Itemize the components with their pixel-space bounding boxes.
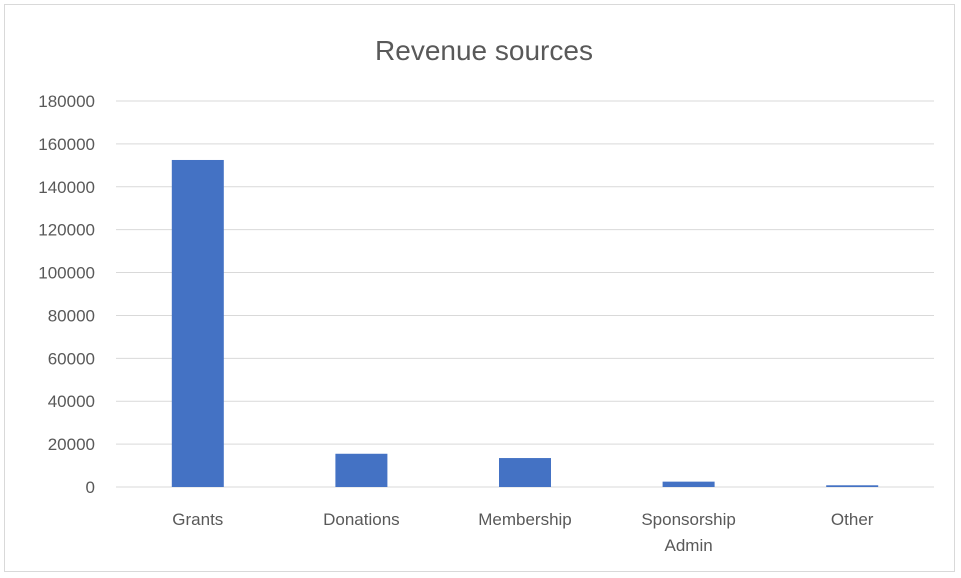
x-category-label: Membership <box>478 510 572 529</box>
y-tick-label: 60000 <box>48 349 95 368</box>
x-axis-category-labels: Grants Donations Membership Sponsorship Admi… <box>172 510 874 555</box>
bar <box>171 159 224 487</box>
y-tick-label: 20000 <box>48 435 95 454</box>
y-tick-label: 40000 <box>48 392 95 411</box>
y-tick-label: 100000 <box>38 264 95 283</box>
x-category-label: Donations <box>323 510 400 529</box>
y-tick-label: 0 <box>86 478 95 497</box>
y-tick-label: 80000 <box>48 306 95 325</box>
x-category-label: Sponsorship Admin <box>641 510 736 555</box>
y-tick-label: 140000 <box>38 178 95 197</box>
chart-title: Revenue sources <box>375 35 593 66</box>
x-category-label: Grants <box>172 510 223 529</box>
bar <box>335 453 388 487</box>
y-tick-label: 180000 <box>38 92 95 111</box>
bars <box>171 159 879 487</box>
gridlines <box>116 100 934 488</box>
y-tick-label: 120000 <box>38 221 95 240</box>
y-tick-label: 160000 <box>38 135 95 154</box>
bar <box>662 481 715 487</box>
y-axis-tick-labels: 0 20000 40000 60000 80000 100000 120000 140000 1… <box>38 92 95 497</box>
x-category-label: Other <box>831 510 874 529</box>
bar <box>826 485 879 487</box>
bar <box>499 458 551 487</box>
chart-frame <box>4 4 955 572</box>
